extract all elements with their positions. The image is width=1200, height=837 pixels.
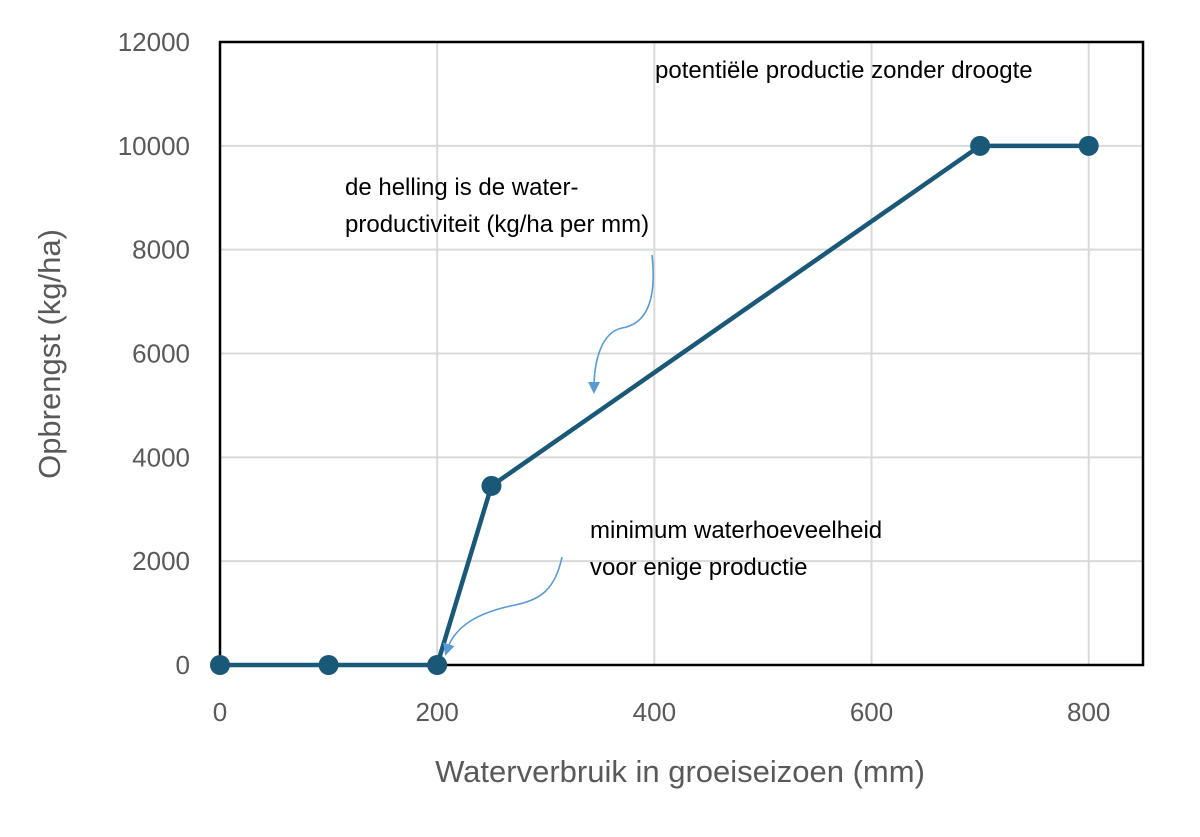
data-point	[318, 655, 339, 675]
y-axis-label: Opbrengst (kg/ha)	[32, 229, 67, 479]
x-tick-label: 800	[1067, 697, 1110, 727]
minimum-arrow	[443, 556, 563, 656]
x-tick-label: 600	[850, 697, 893, 727]
data-point	[427, 655, 448, 675]
plot-frame	[218, 40, 1145, 667]
annotation-minimum-line-1: minimum waterhoeveelheid	[590, 517, 882, 544]
series-line	[220, 143, 1089, 668]
y-tick-label: 2000	[132, 546, 190, 576]
y-tick-label: 0	[176, 650, 190, 680]
annotation-slope-line-1: de helling is de water-	[345, 174, 578, 201]
annotation-minimum-line-2: voor enige productie	[590, 554, 807, 581]
y-tick-label: 8000	[132, 235, 190, 265]
data-point	[1078, 135, 1099, 156]
data-point	[481, 475, 502, 496]
y-tick-label: 10000	[118, 131, 190, 161]
x-tick-label: 0	[213, 697, 227, 727]
annotation-potential-production: potentiële productie zonder droogte	[655, 57, 1033, 84]
annotation-slope-line-2: productiviteit (kg/ha per mm)	[345, 211, 649, 238]
y-tick-label: 12000	[118, 27, 190, 57]
y-tick-label: 6000	[132, 339, 190, 369]
data-point	[210, 655, 230, 675]
x-tick-label: 200	[415, 697, 458, 727]
slope-arrow	[588, 254, 654, 394]
x-tick-label: 400	[633, 697, 676, 727]
y-tick-label: 4000	[132, 442, 190, 472]
data-point	[970, 135, 991, 156]
data-series	[210, 135, 1099, 675]
x-axis-label: Waterverbruik in groeiseizoen (mm)	[435, 754, 925, 789]
